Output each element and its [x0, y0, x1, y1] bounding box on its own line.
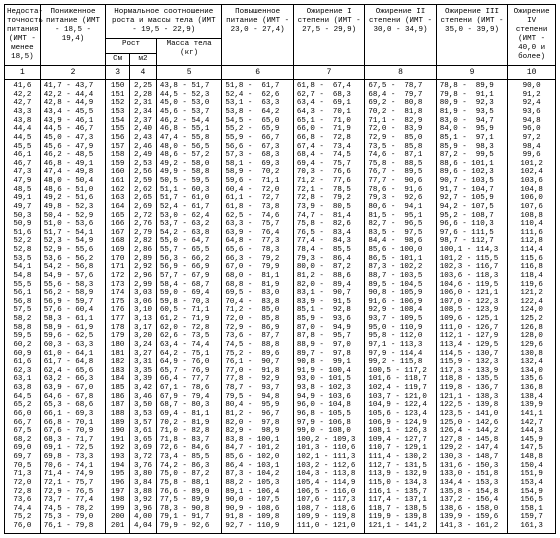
h-c3a2: м2 — [130, 54, 157, 66]
colnum-2: 2 — [40, 66, 106, 80]
h-c2: Пониженное питание (ИМТ - 18,5 - 19,4) — [40, 5, 106, 66]
colnum-5: 5 — [156, 66, 222, 80]
h-c8: Ожирение II степени (ИМТ - 30,0 - 34,9) — [365, 5, 436, 66]
data-c4: 2,25 2,28 2,31 2,34 2,37 2,40 2,43 2,46 … — [130, 80, 157, 534]
h-c3b: Масса тела (кг) — [156, 39, 222, 66]
colnum-10: 10 — [508, 66, 556, 80]
data-c8: 67,5 - 78,7 68,4 - 79,7 69,2 - 80,8 70,2… — [365, 80, 436, 534]
colnum-1: 1 — [5, 66, 41, 80]
h-c10: Ожирение IV степени (ИМТ - 40,0 и более) — [508, 5, 556, 66]
data-c10: 90,0 91,2 92,4 93,6 94,8 96,0 97,2 98,4 … — [508, 80, 556, 534]
colnum-8: 8 — [365, 66, 436, 80]
colnum-6: 6 — [222, 66, 293, 80]
data-c2: 41,7 - 43,7 42,2 - 44,4 42,8 - 44,9 43,4… — [40, 80, 106, 534]
colnum-7: 7 — [293, 66, 364, 80]
colnum-4: 4 — [130, 66, 157, 80]
h-c9: Ожирение III степени (ИМТ - 35,0 - 39,9) — [436, 5, 507, 66]
h-c3a: Рост — [106, 39, 157, 54]
colnum-9: 9 — [436, 66, 507, 80]
h-c3a1: См — [106, 54, 130, 66]
data-c5: 43,8 - 51,7 44,5 - 52,3 45,0 - 53,0 45,6… — [156, 80, 222, 534]
h-c1: Недоста- точность питания (ИМТ - менее 1… — [5, 5, 41, 66]
h-c3top: Нормальное соотношение роста и массы тел… — [106, 5, 222, 39]
data-c6: 51,8 - 61,7 52,4 - 62,6 53,1 - 63,3 53,8… — [222, 80, 293, 534]
bmi-table: Недоста- точность питания (ИМТ - менее 1… — [4, 4, 556, 534]
data-c1: 41,6 42,2 42,7 43,3 43,8 44,4 44,5 45,5 … — [5, 80, 41, 534]
data-c7: 61,8 - 67,4 62,7 - 68,3 63,4 - 69,1 64,3… — [293, 80, 364, 534]
colnum-3: 3 — [106, 66, 130, 80]
data-c3: 150 151 152 153 154 155 156 157 158 159 … — [106, 80, 130, 534]
data-c9: 78,8 - 89,9 79,8 - 91,1 80,9 - 92,3 81,9… — [436, 80, 507, 534]
h-c7: Ожирение I степени (ИМТ - 27,5 - 29,9) — [293, 5, 364, 66]
h-c6: Повышенное питание (ИМТ - 23,0 - 27,4) — [222, 5, 293, 66]
